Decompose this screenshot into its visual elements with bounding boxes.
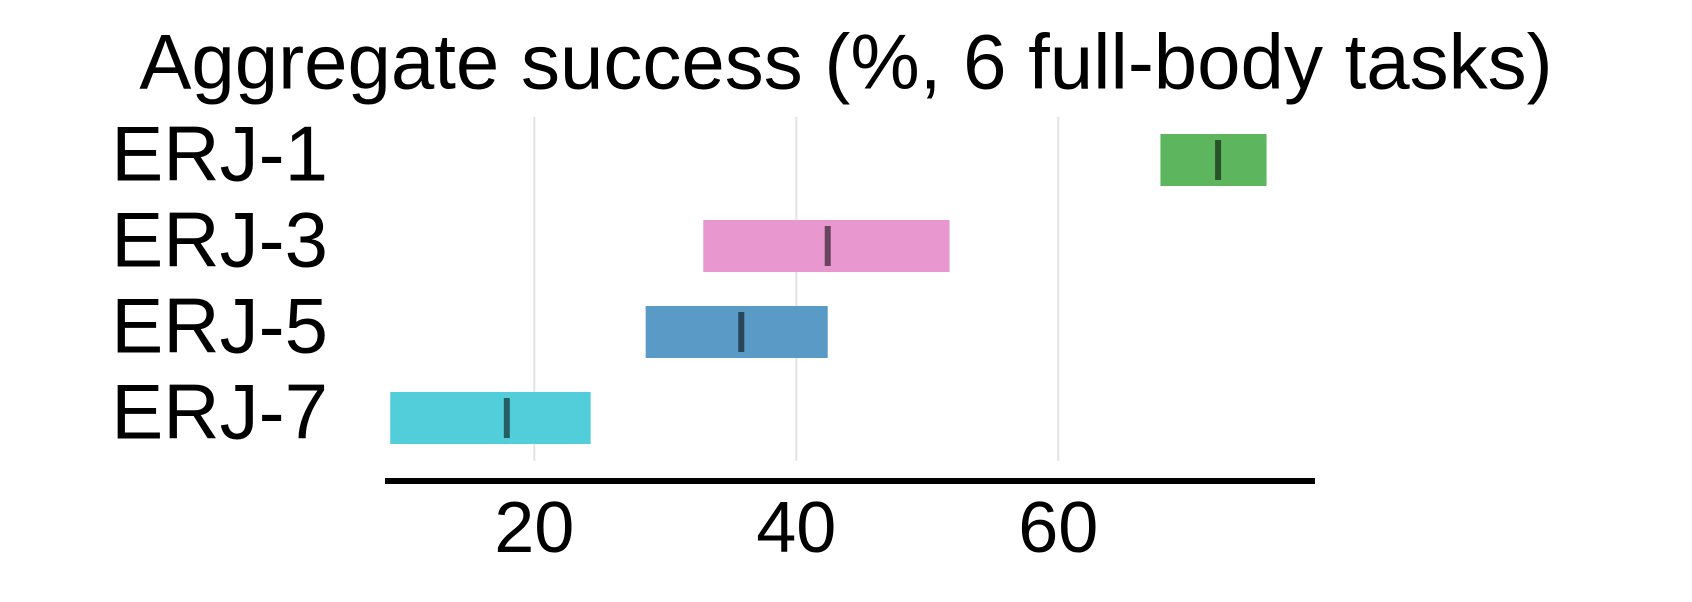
y-tick-label: ERJ-5 — [111, 282, 328, 370]
y-tick-label: ERJ-7 — [111, 368, 328, 456]
x-tick-label: 40 — [756, 488, 836, 568]
range-bar — [645, 306, 828, 358]
y-tick-label: ERJ-3 — [111, 196, 328, 284]
range-bar — [1160, 134, 1267, 186]
x-tick-label: 60 — [1018, 488, 1098, 568]
chart-title: Aggregate success (%, 6 full-body tasks) — [139, 18, 1552, 106]
x-tick-label: 20 — [494, 488, 574, 568]
range-bar — [390, 392, 591, 444]
y-tick-label: ERJ-1 — [111, 110, 328, 198]
